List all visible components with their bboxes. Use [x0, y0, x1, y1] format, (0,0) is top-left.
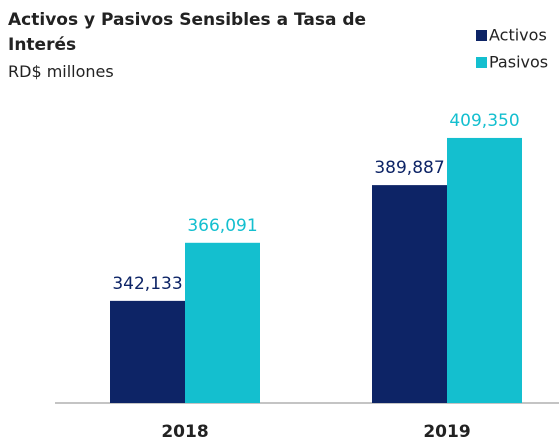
legend-label: Pasivos	[489, 53, 548, 72]
bar	[372, 185, 447, 403]
value-label: 366,091	[187, 216, 257, 236]
bar	[110, 300, 185, 403]
value-label: 409,350	[449, 111, 519, 131]
chart-title: Activos y Pasivos Sensibles a Tasa de In…	[8, 10, 367, 55]
bar	[185, 242, 260, 403]
legend-swatch	[476, 30, 487, 41]
value-label: 342,133	[112, 274, 182, 294]
x-tick-label: 2019	[423, 422, 470, 440]
chart-subtitle: RD$ millones	[8, 62, 114, 81]
bar	[447, 137, 522, 403]
value-label: 389,887	[374, 158, 444, 178]
x-tick-label: 2018	[161, 422, 208, 440]
legend-label: Activos	[489, 26, 547, 45]
legend-swatch	[476, 57, 487, 68]
